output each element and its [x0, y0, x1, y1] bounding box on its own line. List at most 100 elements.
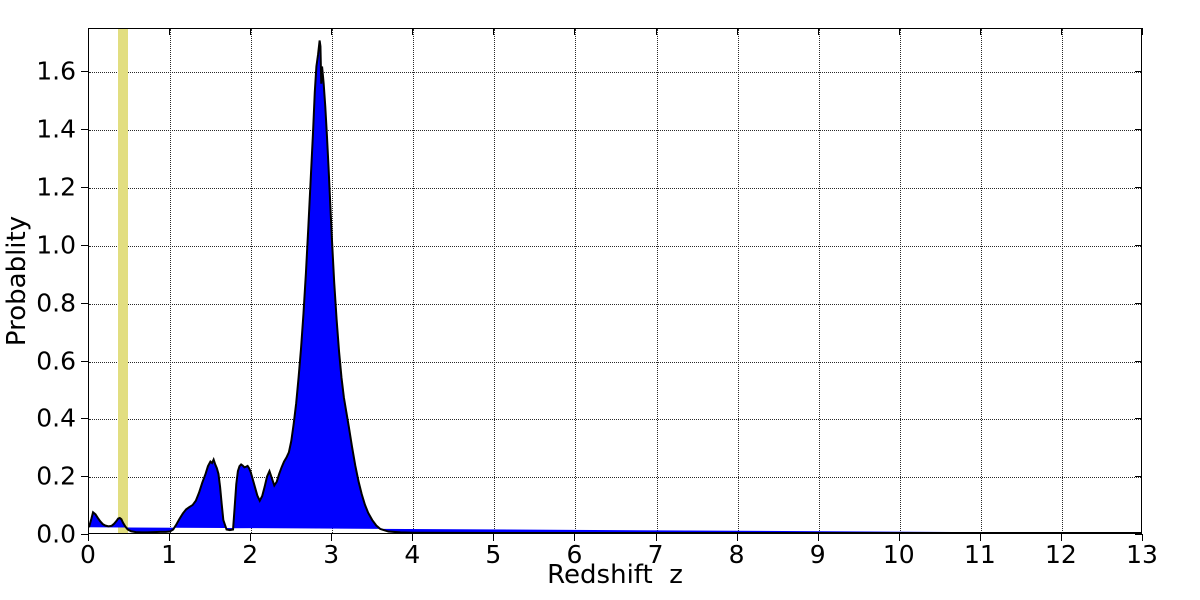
- y-axis-tick-label: 1.0: [36, 230, 76, 260]
- y-axis-tick-label: 0.4: [36, 403, 76, 433]
- y-axis-tick-label: 0.6: [36, 346, 76, 375]
- x-axis-tick-top: [736, 28, 738, 35]
- x-axis-tick: [1060, 534, 1062, 541]
- y-axis-tick-label: 1.2: [36, 172, 76, 202]
- gridline-vertical: [656, 29, 658, 533]
- y-axis-tick-label: 1.6: [36, 56, 76, 86]
- y-axis-tick-right: [1135, 71, 1142, 73]
- x-axis-tick: [979, 534, 981, 541]
- x-axis-tick-label: 12: [1045, 540, 1077, 569]
- x-axis-tick-label: 3: [323, 540, 340, 569]
- gridline-horizontal: [89, 477, 1141, 479]
- x-axis-tick-top: [979, 28, 981, 35]
- x-axis-tick-label: 1: [161, 540, 178, 569]
- x-axis-tick-top: [898, 28, 900, 35]
- y-axis-tick: [81, 187, 88, 189]
- y-axis-tick: [81, 302, 88, 304]
- y-axis-tick-right: [1135, 187, 1142, 189]
- x-axis-tick-top: [655, 28, 657, 35]
- gridline-vertical: [818, 29, 820, 533]
- gridline-vertical: [170, 29, 172, 533]
- highlight-band-layer: [89, 29, 1141, 533]
- gridline-vertical: [899, 29, 901, 533]
- x-axis-tick-top: [1060, 28, 1062, 35]
- x-axis-tick-label: 6: [566, 540, 583, 569]
- x-axis-tick-label: 9: [809, 540, 826, 569]
- gridline-vertical: [251, 29, 253, 533]
- x-axis-tick-top: [250, 28, 252, 35]
- x-axis-tick-top: [331, 28, 333, 35]
- gridline-horizontal: [89, 361, 1141, 363]
- y-axis-tick-right: [1135, 244, 1142, 246]
- gridline-horizontal: [89, 188, 1141, 190]
- y-axis-tick-label: 1.4: [36, 114, 76, 144]
- gridline-horizontal: [89, 245, 1141, 247]
- x-axis-tick-label: 2: [242, 540, 259, 569]
- plot-area: [88, 28, 1142, 534]
- x-axis-tick: [574, 534, 576, 541]
- y-axis-tick-right: [1135, 302, 1142, 304]
- y-axis-tick: [81, 534, 88, 535]
- gridline-vertical: [737, 29, 739, 533]
- y-axis-tick: [81, 244, 88, 246]
- gridline-vertical: [980, 29, 982, 533]
- y-axis-tick: [81, 476, 88, 478]
- y-axis-tick-right: [1135, 129, 1142, 131]
- data-layer: [89, 29, 1141, 533]
- x-axis-tick: [736, 534, 738, 541]
- x-axis-tick: [493, 534, 495, 541]
- x-axis-tick-label: 10: [882, 540, 915, 569]
- y-axis-tick-label: 0.0: [36, 519, 76, 549]
- redshift-pdf-fill: [89, 40, 1141, 533]
- y-axis-tick-label: 0.8: [36, 288, 76, 318]
- x-axis-tick: [331, 534, 333, 541]
- gridlines: [89, 29, 1141, 533]
- gridline-horizontal: [89, 130, 1141, 132]
- gridline-vertical: [1061, 29, 1063, 533]
- redshift-pdf-outline: [89, 41, 1141, 533]
- x-axis-tick: [412, 534, 414, 541]
- gridline-horizontal: [89, 419, 1141, 421]
- x-axis-tick: [898, 534, 900, 541]
- x-axis-tick-label: 7: [647, 540, 664, 569]
- x-axis-tick: [169, 534, 171, 541]
- x-axis-tick-top: [169, 28, 171, 35]
- x-axis-title: Redshift z: [547, 560, 683, 590]
- y-axis-title-text: Probablity: [2, 215, 32, 347]
- y-axis-tick-right: [1135, 418, 1142, 420]
- gridline-vertical: [575, 29, 577, 533]
- x-axis-tick-label: 13: [1126, 540, 1158, 569]
- x-axis-tick: [1142, 534, 1143, 541]
- gridline-vertical: [494, 29, 496, 533]
- y-axis-tick: [81, 418, 88, 420]
- x-axis-tick-top: [412, 28, 414, 35]
- x-axis-tick: [817, 534, 819, 541]
- y-axis-tick: [81, 71, 88, 73]
- redshift-highlight-band: [117, 29, 128, 533]
- x-axis-tick-label: 8: [728, 540, 745, 569]
- x-axis-tick-label: 11: [963, 540, 996, 569]
- x-axis-tick: [88, 534, 89, 541]
- y-axis-tick-right: [1135, 476, 1142, 478]
- x-axis-tick-label: 0: [80, 540, 96, 569]
- y-axis-tick-right: [1135, 360, 1142, 362]
- gridline-horizontal: [89, 72, 1141, 74]
- x-axis-tick-top: [574, 28, 576, 35]
- x-axis-tick: [655, 534, 657, 541]
- y-axis-tick-right: [1135, 534, 1142, 535]
- gridline-horizontal: [89, 303, 1141, 305]
- x-axis-tick: [250, 534, 252, 541]
- gridline-vertical: [413, 29, 415, 533]
- x-axis-tick-top: [1142, 28, 1143, 35]
- x-axis-tick-label: 4: [404, 540, 421, 569]
- y-axis-tick: [81, 360, 88, 362]
- y-axis-title: Probablity: [0, 28, 34, 534]
- x-axis-tick-top: [88, 28, 89, 35]
- x-axis-tick-top: [817, 28, 819, 35]
- x-axis-tick-label: 5: [485, 540, 502, 569]
- y-axis-tick: [81, 129, 88, 131]
- x-axis-tick-top: [493, 28, 495, 35]
- redshift-pdf-area: [89, 29, 1141, 533]
- y-axis-tick-label: 0.2: [36, 461, 76, 491]
